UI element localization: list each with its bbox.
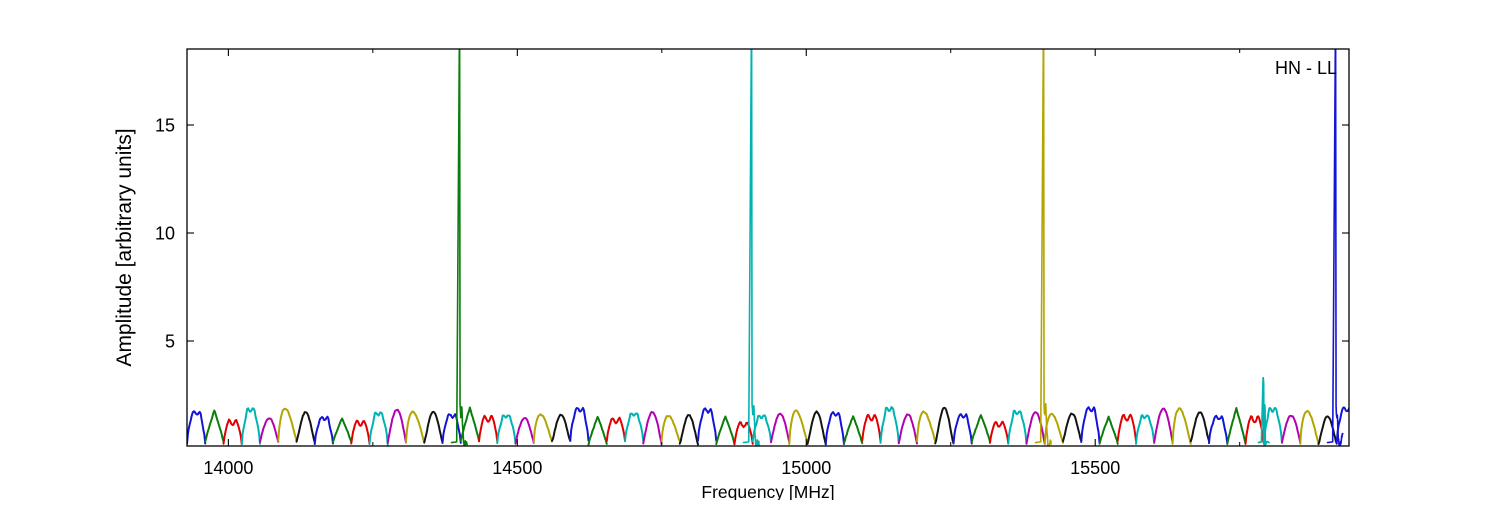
svg-text:5: 5 [165, 332, 175, 352]
svg-text:15500: 15500 [1070, 458, 1120, 478]
svg-text:15000: 15000 [781, 458, 831, 478]
svg-text:HN - LL: HN - LL [1275, 58, 1337, 78]
svg-text:14500: 14500 [492, 458, 542, 478]
svg-text:15: 15 [155, 116, 175, 136]
svg-text:Amplitude [arbitrary units]: Amplitude [arbitrary units] [113, 128, 136, 366]
svg-text:Frequency [MHz]: Frequency [MHz] [701, 482, 834, 500]
svg-text:10: 10 [155, 224, 175, 244]
svg-text:14000: 14000 [203, 458, 253, 478]
